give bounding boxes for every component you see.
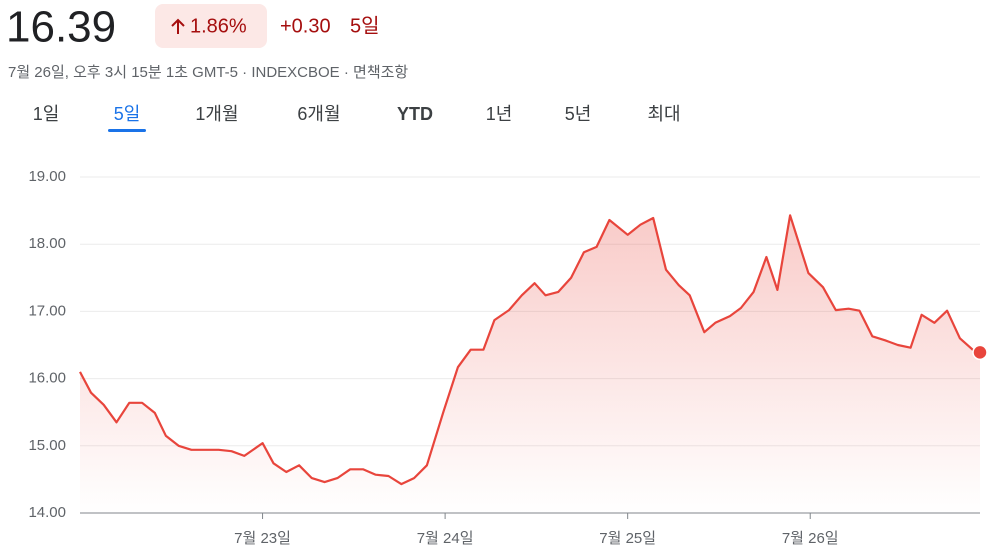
tab-underline (108, 129, 146, 132)
y-tick-label: 18.00 (28, 235, 66, 252)
y-tick-label: 16.00 (28, 370, 66, 387)
price-area (80, 215, 980, 514)
change-percent: 1.86% (190, 15, 247, 37)
x-tick-label: 7월 25일 (599, 530, 656, 547)
tab[interactable]: 5년 (565, 104, 592, 124)
x-tick-label: 7월 23일 (234, 530, 291, 547)
x-tick-label: 7월 26일 (782, 530, 839, 547)
y-tick-label: 14.00 (28, 504, 66, 521)
tab[interactable]: 5일 (114, 104, 141, 124)
tab[interactable]: 1일 (33, 104, 60, 124)
y-tick-label: 15.00 (28, 437, 66, 454)
tab[interactable]: 6개월 (297, 104, 340, 124)
tab[interactable]: YTD (397, 104, 433, 124)
tab[interactable]: 1개월 (195, 104, 238, 124)
y-tick-label: 17.00 (28, 302, 66, 319)
price: 16.39 (6, 3, 116, 52)
change-badge (155, 4, 267, 48)
x-tick-label: 7월 24일 (417, 530, 474, 547)
up-arrow (171, 18, 185, 34)
tab[interactable]: 1년 (486, 104, 513, 124)
change: +0.30 (280, 15, 331, 37)
timestamp: 7월 26일, 오후 3시 15분 1초 GMT-5 · INDEXCBOE ·… (8, 64, 408, 81)
y-tick-label: 19.00 (28, 168, 66, 185)
tab[interactable]: 최대 (647, 104, 680, 124)
last-point (972, 344, 988, 361)
period: 5일 (350, 14, 380, 37)
price-line (79, 214, 981, 486)
